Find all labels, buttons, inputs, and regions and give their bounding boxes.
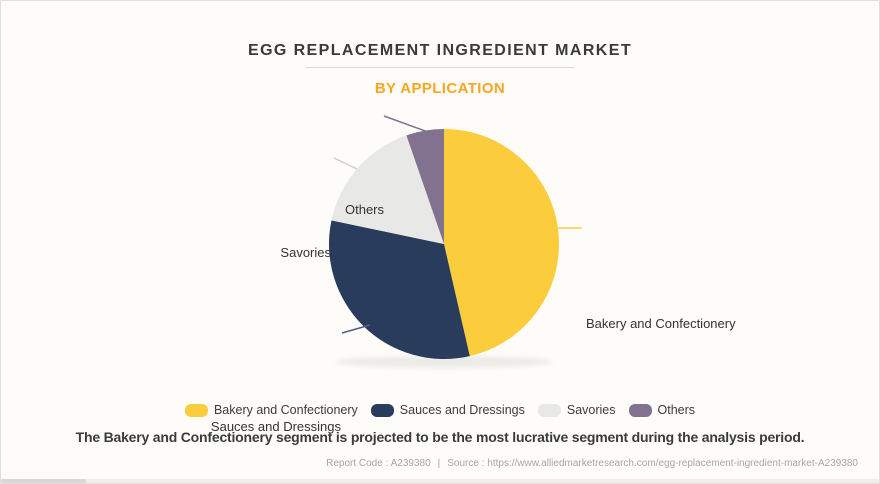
statement: The Bakery and Confectionery segment is … [75,429,805,445]
chart-header: EGG REPLACEMENT INGREDIENT MARKET BY APP… [1,1,879,97]
pie-slice-savories[interactable] [331,135,444,244]
legend: Bakery and Confectionery Sauces and Dress… [1,403,879,417]
chart-title: EGG REPLACEMENT INGREDIENT MARKET [248,42,632,59]
report-footer: Report Code : A239380 | Source : https://w… [326,458,858,469]
pie-slice-sauces-and-dressings[interactable] [328,220,470,359]
pie-shadow [336,356,552,368]
source-url: Source : https://www.alliedmarketresearc… [447,458,858,469]
legend-item-bakery-and-confectionery[interactable]: Bakery and Confectionery [184,403,358,417]
label-connector-savories [333,157,358,170]
chart-subtitle: BY APPLICATION [374,80,506,97]
label-connector-sauces [341,324,371,334]
pie-slice-others[interactable] [406,129,444,244]
pie-label-bakery-and-confectionery: Bakery and Confectionery [586,316,736,331]
legend-label: Sauces and Dressings [399,403,525,417]
pie-label-sauces-and-dressings: Sauces and Dressings [210,419,341,434]
legend-swatch [628,403,652,417]
legend-label: Bakery and Confectionery [213,403,358,417]
pie-chart-area: Others Savories Sauces and Dressings Bak… [1,96,879,434]
legend-swatch [370,403,394,417]
legend-label: Savories [566,403,616,417]
legend-swatch [537,403,561,417]
pie-chart [328,115,582,368]
label-connector-others [383,115,429,133]
footer-separator: | [437,458,441,469]
legend-item-sauces-and-dressings[interactable]: Sauces and Dressings [370,403,525,417]
horizontal-scrollbar[interactable] [1,479,879,483]
pie-label-savories: Savories [280,245,331,260]
pie-slice-bakery-and-confectionery[interactable] [444,129,559,357]
scrollbar-thumb[interactable] [1,479,86,483]
legend-swatch [184,403,208,417]
legend-item-others[interactable]: Others [628,403,696,417]
pie-label-others: Others [344,202,384,217]
title-divider [306,67,574,68]
legend-label: Others [657,403,696,417]
report-code: Report Code : A239380 [326,458,431,469]
legend-item-savories[interactable]: Savories [537,403,616,417]
